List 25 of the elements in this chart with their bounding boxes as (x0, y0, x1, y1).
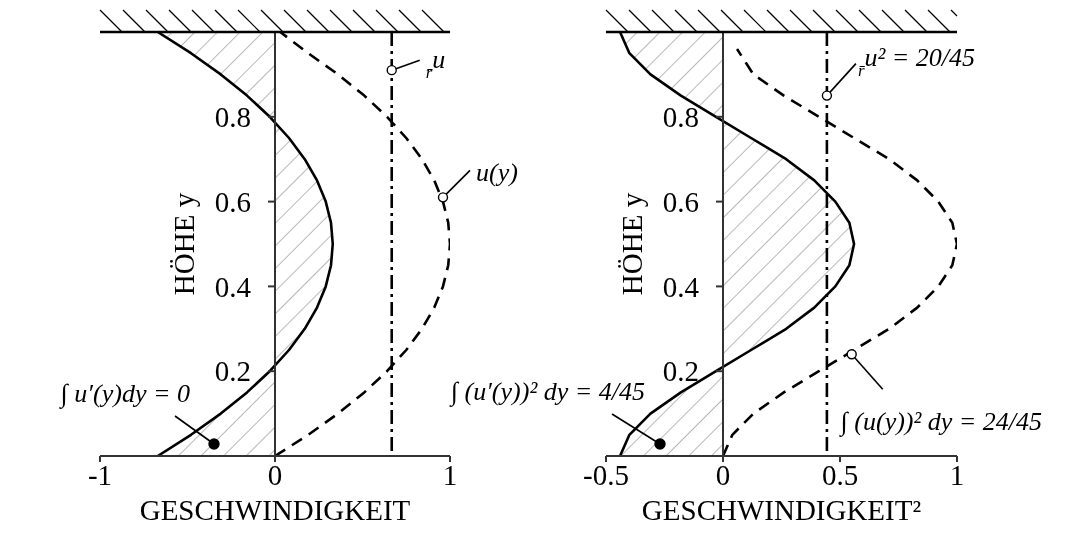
x-tick-label: 0 (267, 458, 283, 491)
x-tick-label: 0 (715, 458, 731, 491)
y-tick-label: 0.6 (214, 185, 251, 218)
annotation: u(y) (476, 158, 518, 188)
annotation: ∫ u′(y)dy = 0 (58, 379, 190, 409)
x-tick-label: -0.5 (583, 458, 629, 491)
annotation: ∫ (u′(y))² dy = 4/45 (448, 377, 645, 407)
y-tick-label: 0.2 (662, 355, 699, 388)
y-tick-label: 0.4 (214, 270, 252, 303)
annotation: $_{r̄}$u (425, 45, 446, 82)
y-tick-label: 0.8 (662, 100, 699, 133)
x-tick-label: -1 (87, 458, 113, 491)
x-axis-title: GESCHWINDIGKEIT (139, 494, 411, 526)
y-tick-label: 0.4 (662, 270, 700, 303)
x-axis-title: GESCHWINDIGKEIT² (641, 494, 922, 526)
y-axis-title: HÖHE y (616, 192, 649, 296)
x-tick-label: 1 (442, 458, 458, 491)
y-tick-label: 0.2 (214, 355, 251, 388)
annotation: $_{r̄}$u² = 20/45 (857, 42, 976, 80)
y-tick-label: 0.8 (214, 100, 251, 133)
x-tick-label: 0.5 (821, 458, 859, 491)
y-tick-label: 0.6 (662, 185, 699, 218)
x-tick-label: 1 (949, 458, 965, 491)
y-axis-title: HÖHE y (168, 192, 201, 296)
annotation: ∫ (u(y))² dy = 24/45 (838, 407, 1043, 438)
